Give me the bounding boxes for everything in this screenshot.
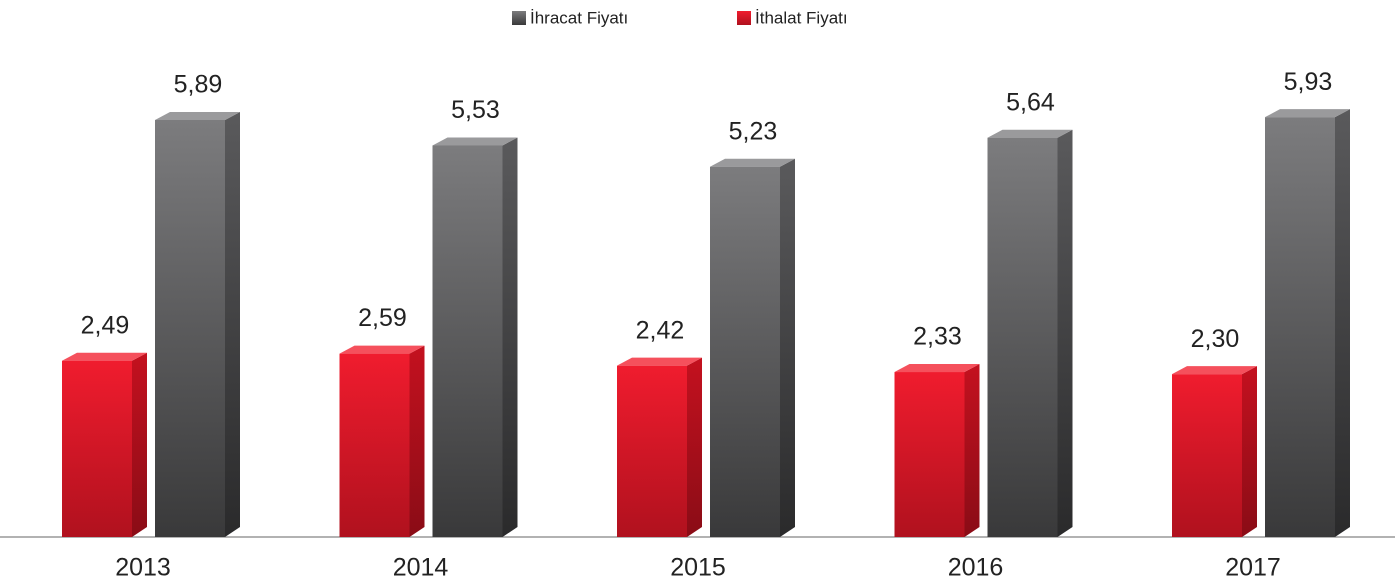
bar	[339, 353, 410, 537]
bar-top	[710, 158, 795, 167]
bar	[987, 137, 1058, 538]
bar-top	[894, 364, 980, 373]
value-label: 5,93	[1284, 68, 1333, 96]
value-label: 2,30	[1191, 325, 1240, 353]
value-label: 5,53	[451, 96, 500, 124]
value-label: 5,89	[174, 71, 223, 99]
bar-side	[1242, 366, 1257, 537]
bar-side	[132, 352, 147, 537]
bar-top	[339, 345, 425, 354]
bar-top	[1172, 366, 1257, 375]
bar-side	[687, 357, 702, 537]
bar-side	[409, 345, 425, 537]
bar-side	[502, 137, 518, 537]
bar-top	[987, 129, 1073, 138]
x-tick-label: 2013	[115, 554, 171, 582]
value-label: 5,64	[1006, 88, 1055, 116]
x-tick-label: 2014	[393, 554, 449, 582]
bar	[432, 145, 503, 537]
value-label: 2,49	[81, 311, 130, 339]
bar-side	[225, 111, 240, 537]
bar-top	[155, 111, 240, 120]
bar	[62, 360, 132, 537]
bar-side	[1057, 129, 1073, 538]
x-tick-label: 2017	[1225, 554, 1281, 582]
bar-side	[1335, 109, 1350, 537]
bar-top	[1265, 109, 1350, 118]
legend-swatch	[512, 11, 526, 25]
bar	[1172, 374, 1242, 537]
bar	[1265, 117, 1335, 537]
bar	[617, 365, 687, 537]
value-label: 2,59	[358, 304, 407, 332]
legend-label: İhracat Fiyatı	[530, 8, 628, 27]
bar-side	[780, 158, 795, 537]
legend-label: İthalat Fiyatı	[755, 8, 848, 27]
bar-side	[964, 364, 980, 537]
bar	[155, 119, 225, 537]
value-label: 5,23	[729, 117, 778, 145]
bar-top	[617, 357, 702, 366]
x-tick-label: 2015	[670, 554, 726, 582]
bar-top	[432, 137, 518, 146]
bar	[894, 372, 965, 537]
bar-top	[62, 352, 147, 361]
value-label: 2,42	[636, 316, 685, 344]
legend-swatch	[737, 11, 751, 25]
bar	[710, 166, 780, 537]
x-tick-label: 2016	[948, 554, 1004, 582]
value-label: 2,33	[913, 323, 962, 351]
